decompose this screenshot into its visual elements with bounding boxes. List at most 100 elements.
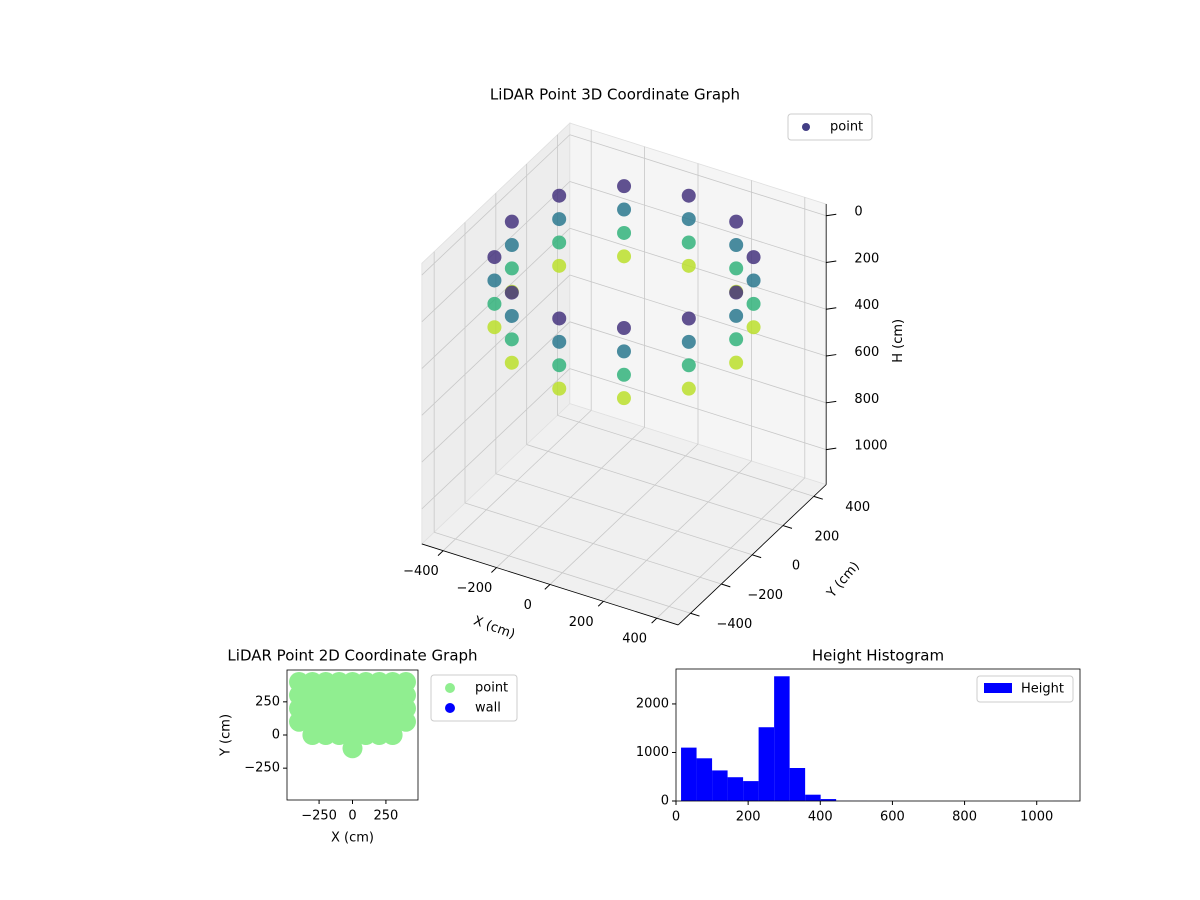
x-axis-label: X (cm) <box>331 831 374 846</box>
point <box>552 235 567 250</box>
point <box>681 381 696 396</box>
bar <box>681 747 697 801</box>
tick-mark <box>597 600 604 607</box>
bar <box>743 781 759 801</box>
y-tick-label: 1000 <box>636 745 669 760</box>
point <box>729 237 744 252</box>
point <box>616 321 631 336</box>
tick-mark <box>826 447 837 451</box>
grid-line <box>557 414 814 497</box>
point <box>504 261 519 276</box>
chart-title: LiDAR Point 3D Coordinate Graph <box>490 86 740 104</box>
grid-line <box>569 274 827 357</box>
point <box>617 225 632 240</box>
x-tick-label: 0 <box>524 598 532 613</box>
grid-line <box>434 531 691 614</box>
bar <box>727 777 744 801</box>
point <box>729 355 744 370</box>
y-tick-label: −400 <box>717 617 753 632</box>
point <box>504 214 519 229</box>
point <box>552 334 567 349</box>
grid-line <box>569 321 827 404</box>
bar <box>774 676 790 801</box>
point <box>681 334 696 349</box>
y-tick-label: 250 <box>255 694 280 709</box>
legend-box <box>787 113 873 141</box>
legend-marker <box>802 123 810 131</box>
x-tick-label: 200 <box>736 810 761 825</box>
y-tick-label: 200 <box>814 529 839 544</box>
y-tick-label: −250 <box>244 761 280 776</box>
point <box>487 273 502 288</box>
legend-label: Height <box>1021 682 1064 697</box>
point <box>617 249 632 264</box>
x-tick-label: 600 <box>880 810 905 825</box>
legend-label: point <box>475 681 508 696</box>
tick-mark <box>721 583 731 588</box>
legend-marker <box>445 703 455 713</box>
point <box>552 212 567 227</box>
y-tick-label: 0 <box>792 559 800 574</box>
x-tick-label: 400 <box>808 810 833 825</box>
x-tick-label: 400 <box>622 632 647 647</box>
point <box>729 285 744 300</box>
point <box>681 212 696 227</box>
x-tick-label: 800 <box>952 810 977 825</box>
z-tick-label: 200 <box>854 251 879 266</box>
z-tick-label: 600 <box>854 345 879 360</box>
tick-mark <box>826 354 837 357</box>
z-tick-label: 1000 <box>854 439 887 454</box>
y-tick-label: 2000 <box>636 696 669 711</box>
point <box>681 258 696 273</box>
point <box>681 358 696 373</box>
point <box>552 258 567 273</box>
bar <box>696 758 713 801</box>
z-tick-label: 800 <box>854 392 879 407</box>
tick-mark <box>826 260 837 264</box>
tick-mark <box>752 554 762 559</box>
point <box>395 671 416 692</box>
point <box>552 188 567 203</box>
legend-marker <box>445 683 455 693</box>
point <box>504 355 519 370</box>
x-tick-label: 1000 <box>1020 810 1053 825</box>
point <box>681 235 696 250</box>
point <box>504 238 519 253</box>
x-axis-line <box>421 543 679 626</box>
point <box>746 320 761 335</box>
x-tick-label: −400 <box>403 564 439 579</box>
x-tick-label: −250 <box>301 809 337 824</box>
legend-label: point <box>830 120 863 135</box>
tick-mark <box>437 550 444 556</box>
grid-line <box>421 321 571 463</box>
tick-mark <box>813 495 823 500</box>
tick-mark <box>491 567 497 573</box>
point <box>504 332 519 347</box>
bar <box>758 727 775 801</box>
y-tick-label: 0 <box>661 794 669 809</box>
point <box>746 273 761 288</box>
x-tick-label: 200 <box>569 615 594 630</box>
tick-mark <box>826 213 837 217</box>
point <box>552 358 567 373</box>
x-tick-label: 0 <box>348 809 356 824</box>
y-tick-label: 0 <box>272 728 280 743</box>
bar <box>820 799 837 801</box>
tick-mark <box>651 617 658 624</box>
plot-area <box>289 671 416 759</box>
chart-title: Height Histogram <box>812 647 944 665</box>
x-tick-label: 250 <box>374 809 399 824</box>
z-axis-label: H (cm) <box>891 319 906 363</box>
tick-mark <box>782 525 793 529</box>
point <box>681 311 696 326</box>
point <box>487 320 502 335</box>
bar <box>712 770 728 801</box>
x-tick-label: −200 <box>457 581 493 596</box>
grid-line <box>421 274 571 416</box>
x-tick-label: 0 <box>672 810 680 825</box>
tick-mark <box>826 400 837 404</box>
point <box>504 308 519 323</box>
legend-label: wall <box>475 701 501 716</box>
bar <box>789 768 806 801</box>
grid-line <box>421 134 571 276</box>
